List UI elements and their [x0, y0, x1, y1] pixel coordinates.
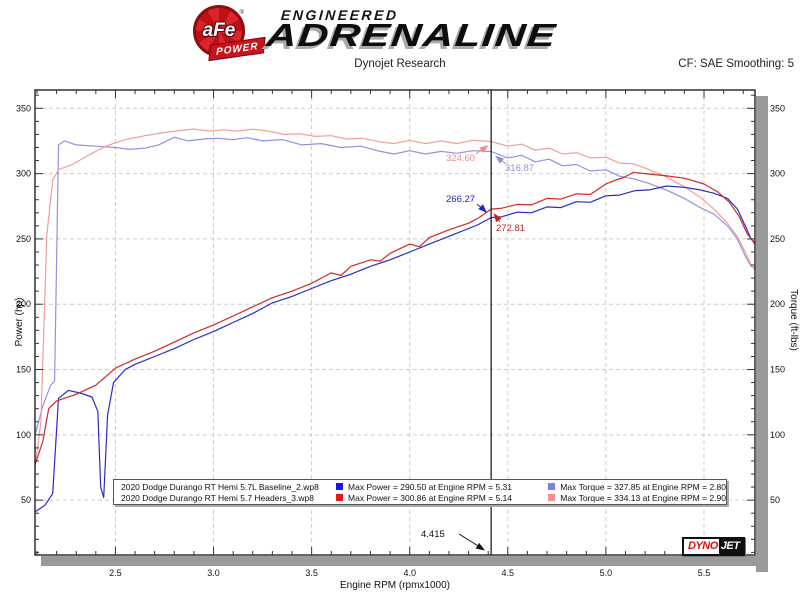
annotation-arrow-icon — [475, 542, 485, 551]
max-power-text: Max Power = 300.86 at Engine RPM = 5.14 — [348, 492, 513, 503]
svg-text:100: 100 — [770, 430, 785, 440]
svg-text:50: 50 — [21, 495, 31, 505]
legend-box: 2020 Dodge Durango RT Hemi 5.7L Baseline… — [113, 479, 727, 505]
max-power-swatch — [336, 494, 344, 501]
svg-text:350: 350 — [770, 103, 785, 113]
svg-text:300: 300 — [16, 169, 31, 179]
x-axis-title: Engine RPM (rpmx1000) — [340, 580, 450, 591]
tick-labels: 2.5 3.0 3.5 4.0 4.5 5.0 5.5 50 50 100 100 150 150 200… — [16, 103, 785, 578]
legend-series-name: 2020 Dodge Durango RT Hemi 5.7 Headers_3… — [121, 492, 314, 503]
legend-series-name: 2020 Dodge Durango RT Hemi 5.7L Baseline… — [121, 481, 319, 492]
svg-text:100: 100 — [16, 430, 31, 440]
afe-badge-text: aFe — [202, 20, 236, 41]
frame-shadow — [41, 96, 768, 572]
svg-text:350: 350 — [16, 103, 31, 113]
svg-text:200: 200 — [770, 299, 785, 309]
max-power-swatch — [336, 483, 344, 490]
svg-text:150: 150 — [16, 365, 31, 375]
max-torque-text: Max Torque = 327.85 at Engine RPM = 2.80 — [560, 481, 726, 492]
svg-text:250: 250 — [770, 234, 785, 244]
svg-text:4.5: 4.5 — [502, 568, 515, 578]
axis-titles: Engine RPM (rpmx1000) Power (hp) Torque (f… — [14, 289, 799, 591]
max-power-text: Max Power = 290.50 at Engine RPM = 5.31 — [348, 481, 513, 492]
svg-text:3.5: 3.5 — [305, 568, 318, 578]
max-torque-swatch — [548, 494, 556, 501]
plot-area — [35, 90, 755, 555]
legend-row: 2020 Dodge Durango RT Hemi 5.7L Baseline… — [114, 481, 726, 492]
registered-mark-icon: ® — [239, 10, 244, 16]
annotation-arrow-icon — [495, 155, 505, 164]
svg-text:300: 300 — [770, 169, 785, 179]
annotations: 324.60 316.87 266.27 272.81 4.415 — [421, 145, 534, 551]
svg-text:250: 250 — [16, 234, 31, 244]
afe-power-logo: aFe ® POWER — [193, 5, 266, 62]
annotation-value-label: 266.27 — [446, 194, 475, 205]
series-curves — [35, 128, 755, 513]
dynojet-logo: DYNO JET — [682, 537, 746, 556]
left-axis-title: Power (hp) — [14, 298, 25, 347]
svg-text:200: 200 — [16, 299, 31, 309]
svg-text:2.5: 2.5 — [109, 568, 122, 578]
curve-baseline_torque — [35, 136, 755, 435]
dynojet-logo-jet: JET — [718, 539, 744, 554]
annotation-value-label: 316.87 — [505, 163, 534, 174]
svg-text:150: 150 — [770, 365, 785, 375]
annotation-arrow-icon — [493, 213, 502, 223]
annotation-arrow-icon — [478, 204, 487, 213]
annotation-value-label: 324.60 — [446, 153, 475, 164]
max-torque-text: Max Torque = 334.13 at Engine RPM = 2.90 — [560, 492, 726, 503]
curve-baseline_power — [35, 185, 755, 513]
smoothing-setting-label: CF: SAE Smoothing: 5 — [678, 58, 794, 70]
legend-row: 2020 Dodge Durango RT Hemi 5.7 Headers_3… — [114, 492, 726, 503]
curve-headers_torque — [35, 128, 755, 468]
annotation-value-label: 4.415 — [421, 529, 445, 540]
curve-headers_power — [35, 171, 755, 466]
dynojet-logo-dyno: DYNO — [688, 540, 718, 552]
svg-text:3.0: 3.0 — [207, 568, 220, 578]
annotation-arrow-icon — [479, 145, 489, 153]
annotation-value-label: 272.81 — [496, 223, 525, 234]
svg-text:5.5: 5.5 — [698, 568, 711, 578]
chart-source-title: Dynojet Research — [354, 58, 446, 70]
svg-text:5.0: 5.0 — [600, 568, 613, 578]
axis-ticks — [35, 90, 755, 555]
right-axis-title: Torque (ft-lbs) — [788, 289, 799, 351]
svg-text:50: 50 — [770, 495, 780, 505]
svg-text:4.0: 4.0 — [403, 568, 416, 578]
plot-frame — [34, 89, 756, 556]
max-torque-swatch — [548, 483, 556, 490]
